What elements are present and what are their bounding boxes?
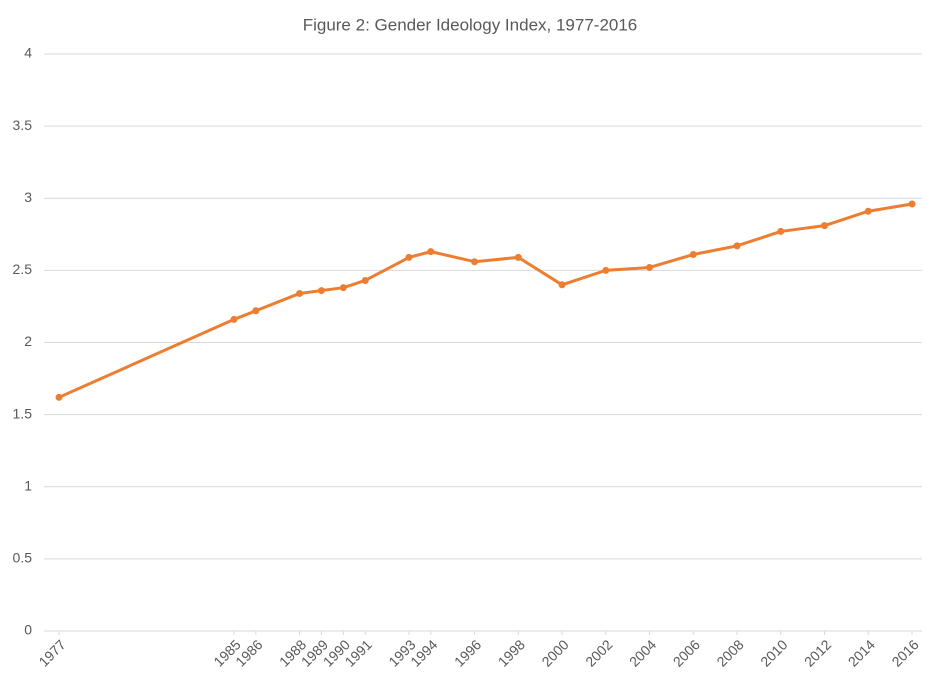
y-tick-label: 1.5 (13, 405, 33, 421)
point (361, 276, 369, 284)
point (405, 253, 413, 261)
point (777, 227, 785, 235)
x-tick-label: 1977 (35, 636, 68, 669)
x-tick-label: 1998 (495, 636, 528, 669)
point (252, 307, 260, 315)
x-tick-label: 2012 (801, 636, 834, 669)
x-tick-label: 2002 (582, 636, 615, 669)
x-tick-label: 2000 (538, 636, 571, 669)
y-tick-label: 2.5 (13, 261, 33, 277)
x-tick-label: 2006 (670, 636, 703, 669)
point (558, 281, 566, 289)
x-tick-label: 2008 (713, 636, 746, 669)
y-tick-label: 4 (24, 45, 32, 61)
y-tick-label: 0.5 (13, 550, 33, 566)
x-tick-label: 2016 (888, 636, 921, 669)
point (471, 258, 479, 266)
point (733, 242, 741, 250)
point (427, 248, 435, 256)
y-tick-label: 3 (24, 189, 32, 205)
point (602, 266, 610, 274)
y-tick-label: 0 (24, 622, 32, 638)
point (689, 251, 697, 259)
point (55, 393, 63, 401)
x-tick-label: 1996 (451, 636, 484, 669)
y-tick-label: 3.5 (13, 117, 33, 133)
point (646, 263, 654, 271)
point (908, 200, 916, 208)
point (821, 222, 829, 230)
line (58, 202, 913, 399)
point (339, 284, 347, 292)
point (317, 287, 325, 295)
x-tick-label: 2004 (626, 636, 659, 669)
y-tick-label: 1 (24, 477, 32, 493)
point (230, 315, 238, 323)
point (514, 253, 522, 261)
x-tick-label: 2010 (757, 636, 790, 669)
y-tick-label: 2 (24, 333, 32, 349)
x-tick-label: 2014 (845, 636, 878, 669)
point (864, 207, 872, 215)
point (296, 289, 304, 297)
chart-title: Figure 2: Gender Ideology Index, 1977-20… (303, 15, 638, 34)
